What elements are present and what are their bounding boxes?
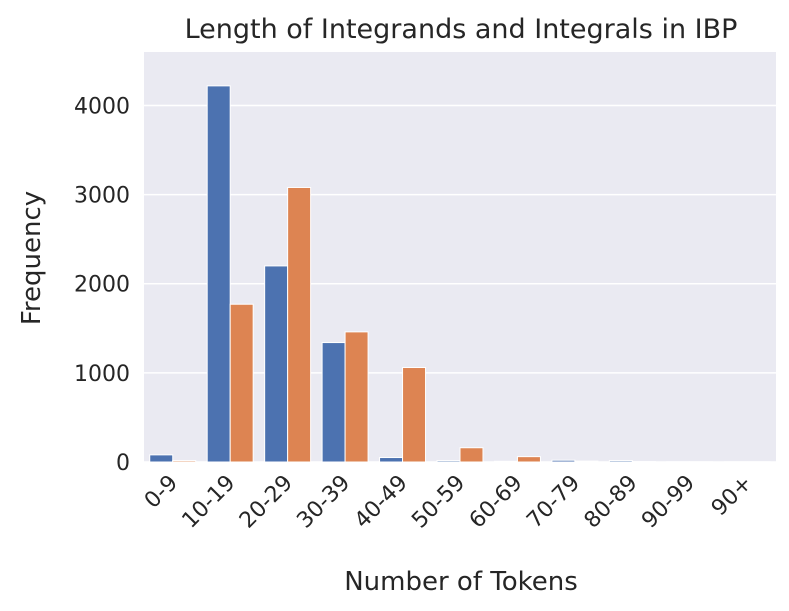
x-tick-label: 40-49 <box>350 471 413 534</box>
bar-series1-80-89 <box>608 460 633 463</box>
bar-series1-60-69 <box>493 460 518 463</box>
y-tick-label: 1000 <box>74 362 130 387</box>
x-tick-label: 30-39 <box>292 471 355 534</box>
bars <box>149 85 771 463</box>
x-tick-label: 70-79 <box>522 471 585 534</box>
x-tick-label: 10-19 <box>178 471 241 534</box>
bar-series2-50-59 <box>459 447 484 463</box>
bar-series1-10-19 <box>206 85 231 463</box>
y-tick-label: 4000 <box>74 94 130 119</box>
y-tick-label: 2000 <box>74 273 130 298</box>
bar-series1-30-39 <box>321 342 346 463</box>
bar-series1-50-59 <box>436 460 461 463</box>
x-tick-label: 0-9 <box>140 471 183 514</box>
bar-series1-20-29 <box>264 265 289 463</box>
x-tick-label: 20-29 <box>235 471 298 534</box>
bar-series2-40-49 <box>402 367 427 463</box>
y-axis-label: Frequency <box>17 191 47 325</box>
x-tick-label: 60-69 <box>465 471 528 534</box>
bar-series1-70-79 <box>551 459 576 463</box>
x-axis-label: Number of Tokens <box>344 567 578 597</box>
x-tick-label: 90+ <box>707 471 758 522</box>
y-tick-label: 3000 <box>74 184 130 209</box>
bar-series2-30-39 <box>344 331 369 463</box>
bar-series1-0-9 <box>149 454 174 463</box>
bar-series2-0-9 <box>172 460 197 463</box>
x-tick-label: 80-89 <box>580 471 643 534</box>
y-tick-labels: 0 1000 2000 3000 4000 <box>74 94 130 476</box>
x-tick-labels: 0-910-1920-2930-3940-4950-5960-6970-7980… <box>140 471 758 534</box>
x-tick-label: 90-99 <box>637 471 700 534</box>
y-tick-label: 0 <box>116 451 130 476</box>
bar-series2-70-79 <box>574 460 599 463</box>
chart-title: Length of Integrands and Integrals in IB… <box>185 14 738 45</box>
bar-series1-40-49 <box>379 457 404 463</box>
bar-series2-20-29 <box>287 186 312 463</box>
bar-series2-10-19 <box>229 303 254 463</box>
x-tick-label: 50-59 <box>407 471 470 534</box>
bar-series2-60-69 <box>516 456 541 463</box>
